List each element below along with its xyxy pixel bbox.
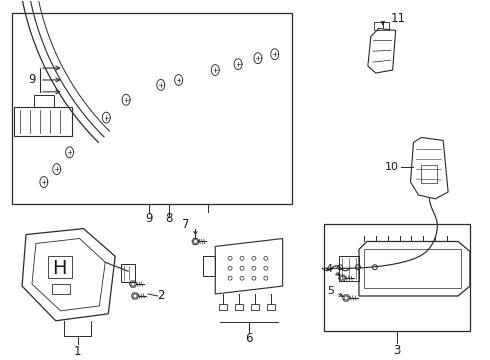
Text: H: H xyxy=(52,259,67,278)
Text: 1: 1 xyxy=(74,345,81,358)
Text: 10: 10 xyxy=(385,162,398,172)
Text: 2: 2 xyxy=(157,289,165,302)
Bar xyxy=(121,264,135,282)
Text: 8: 8 xyxy=(165,212,172,225)
Text: 9: 9 xyxy=(28,73,36,86)
Bar xyxy=(421,165,437,183)
Bar xyxy=(52,284,70,294)
Bar xyxy=(34,95,54,107)
Text: 3: 3 xyxy=(393,344,400,357)
Text: 6: 6 xyxy=(245,332,253,345)
Text: 5: 5 xyxy=(327,286,334,296)
Bar xyxy=(235,304,243,310)
Text: 9: 9 xyxy=(145,212,152,225)
Bar xyxy=(14,107,72,136)
Bar xyxy=(48,256,72,278)
Bar xyxy=(364,249,461,288)
Text: 4: 4 xyxy=(325,264,332,274)
Text: 7: 7 xyxy=(182,218,189,231)
Bar xyxy=(219,304,227,310)
Bar xyxy=(374,22,389,31)
Bar xyxy=(324,224,470,331)
Bar xyxy=(339,256,359,281)
Bar xyxy=(267,304,275,310)
Bar xyxy=(251,304,259,310)
Bar xyxy=(12,13,292,204)
Text: 11: 11 xyxy=(391,12,406,25)
Bar xyxy=(203,256,215,276)
